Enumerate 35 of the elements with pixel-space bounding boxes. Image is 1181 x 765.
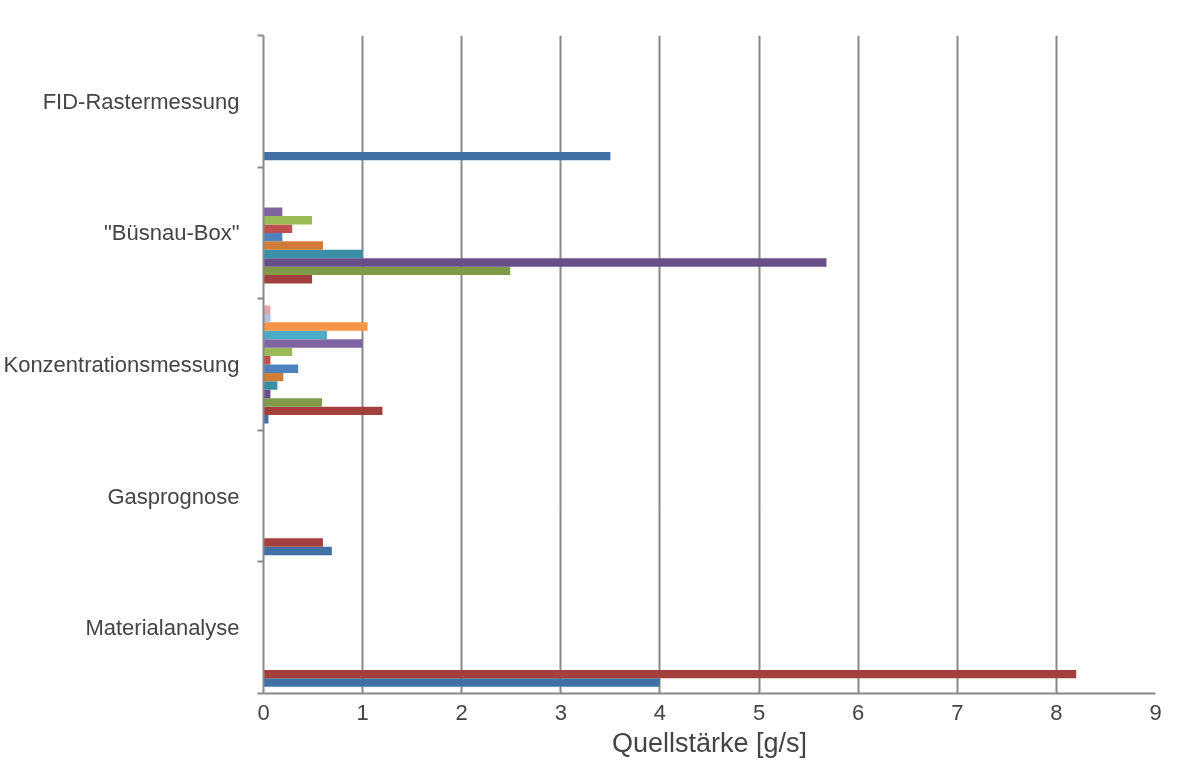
x-tick-label: 7 (951, 699, 964, 725)
y-tick-label: Gasprognose (107, 483, 240, 509)
x-tick-label: 2 (455, 699, 468, 725)
bar (263, 275, 313, 284)
y-tick-label: "Büsnau-Box" (104, 220, 240, 246)
x-tick-label: 9 (1149, 699, 1162, 725)
bar (263, 224, 293, 233)
y-tick-label: FID-Rastermessung (42, 88, 240, 114)
x-tick-label: 1 (356, 699, 369, 725)
bar (263, 678, 660, 687)
bar (263, 330, 327, 340)
bar (263, 546, 332, 556)
bar (263, 538, 323, 547)
x-tick-label: 4 (653, 699, 667, 725)
x-axis-title: Quellstärke [g/s] (611, 727, 808, 758)
bar (263, 216, 313, 225)
x-tick-label: 3 (554, 699, 567, 725)
bar (263, 241, 323, 250)
x-tick-label: 0 (257, 699, 270, 725)
x-tick-label: 5 (752, 699, 766, 725)
bar (263, 406, 383, 416)
bar (263, 322, 368, 331)
x-tick-label: 6 (852, 699, 865, 725)
bar (263, 258, 827, 267)
bar (263, 266, 511, 276)
bar (263, 381, 278, 390)
bar (263, 249, 363, 259)
bar (263, 151, 611, 161)
bar (263, 364, 299, 373)
y-tick-label: Materialanalyse (85, 615, 240, 641)
bar (263, 669, 1077, 679)
y-tick-label: Konzentrationsmessung (3, 352, 240, 377)
bar (263, 398, 322, 407)
x-tick-label: 8 (1050, 699, 1063, 725)
bar (263, 339, 363, 348)
